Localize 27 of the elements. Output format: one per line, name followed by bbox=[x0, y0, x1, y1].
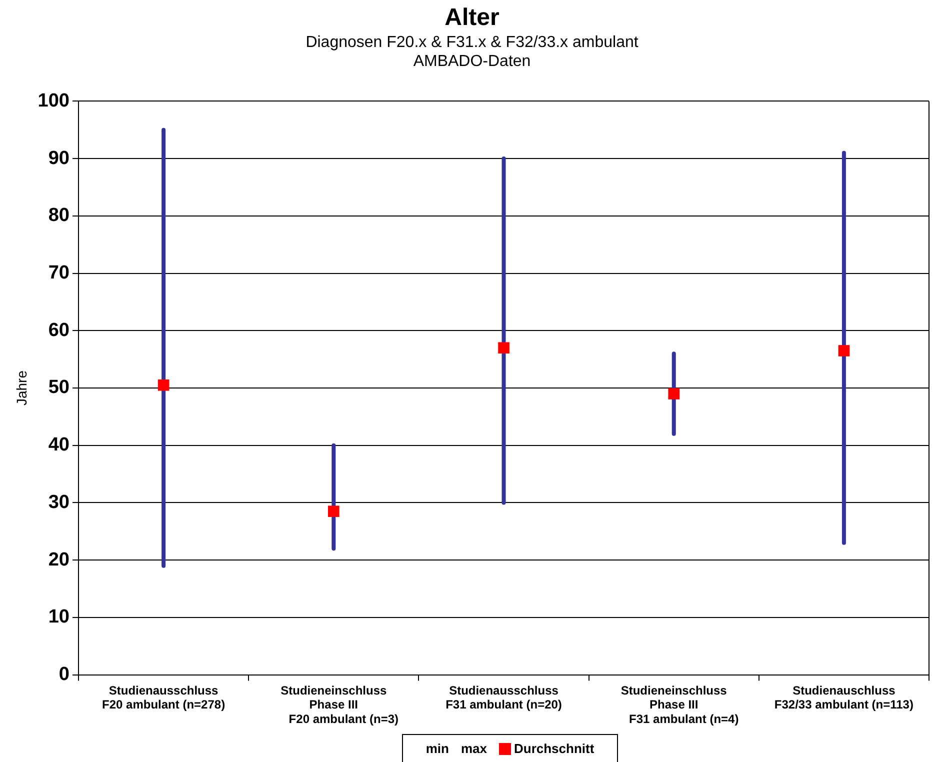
y-tick-label: 100 bbox=[38, 90, 70, 112]
point bbox=[328, 506, 340, 517]
y-axis-title: Jahre bbox=[13, 370, 30, 406]
y-tick-label: 30 bbox=[48, 492, 70, 513]
point bbox=[158, 379, 170, 391]
x-tick-label: Studienausschluss F31 ambulant (n=20) bbox=[446, 683, 562, 712]
chart-title: Alter bbox=[444, 4, 500, 32]
y-tick-label: 20 bbox=[48, 549, 70, 570]
y-tick-label: 60 bbox=[48, 320, 70, 341]
x-tick-label: Studienausschluss F20 ambulant (n=278) bbox=[102, 683, 226, 712]
y-tick-label: 40 bbox=[48, 434, 70, 456]
x-tick-label: Studienauschluss F32/33 ambulant (n=113) bbox=[774, 683, 914, 712]
text: min bbox=[426, 741, 449, 756]
y-tick-label: 90 bbox=[48, 148, 70, 169]
point bbox=[668, 388, 680, 400]
y-tick-label: 10 bbox=[48, 606, 70, 628]
legend-label: Durchschnitt bbox=[514, 741, 594, 756]
point bbox=[498, 342, 510, 354]
y-tick-label: 0 bbox=[58, 664, 70, 686]
x-tick-label: Studieneinschluss Phase III F20 ambulant (n=3) bbox=[268, 683, 398, 726]
text: max bbox=[460, 741, 487, 756]
y-tick-label: 70 bbox=[48, 262, 70, 284]
y-tick-label: 50 bbox=[48, 377, 70, 398]
x-tick-label: Studieneinschluss Phase III F31 ambulant (n=4) bbox=[609, 683, 739, 726]
point bbox=[838, 345, 850, 356]
chart-subtitle: Diagnosen F20.x & F31.x & F32/33.x ambulant AMBADO-Daten bbox=[306, 34, 639, 70]
y-tick-label: 80 bbox=[48, 205, 70, 226]
